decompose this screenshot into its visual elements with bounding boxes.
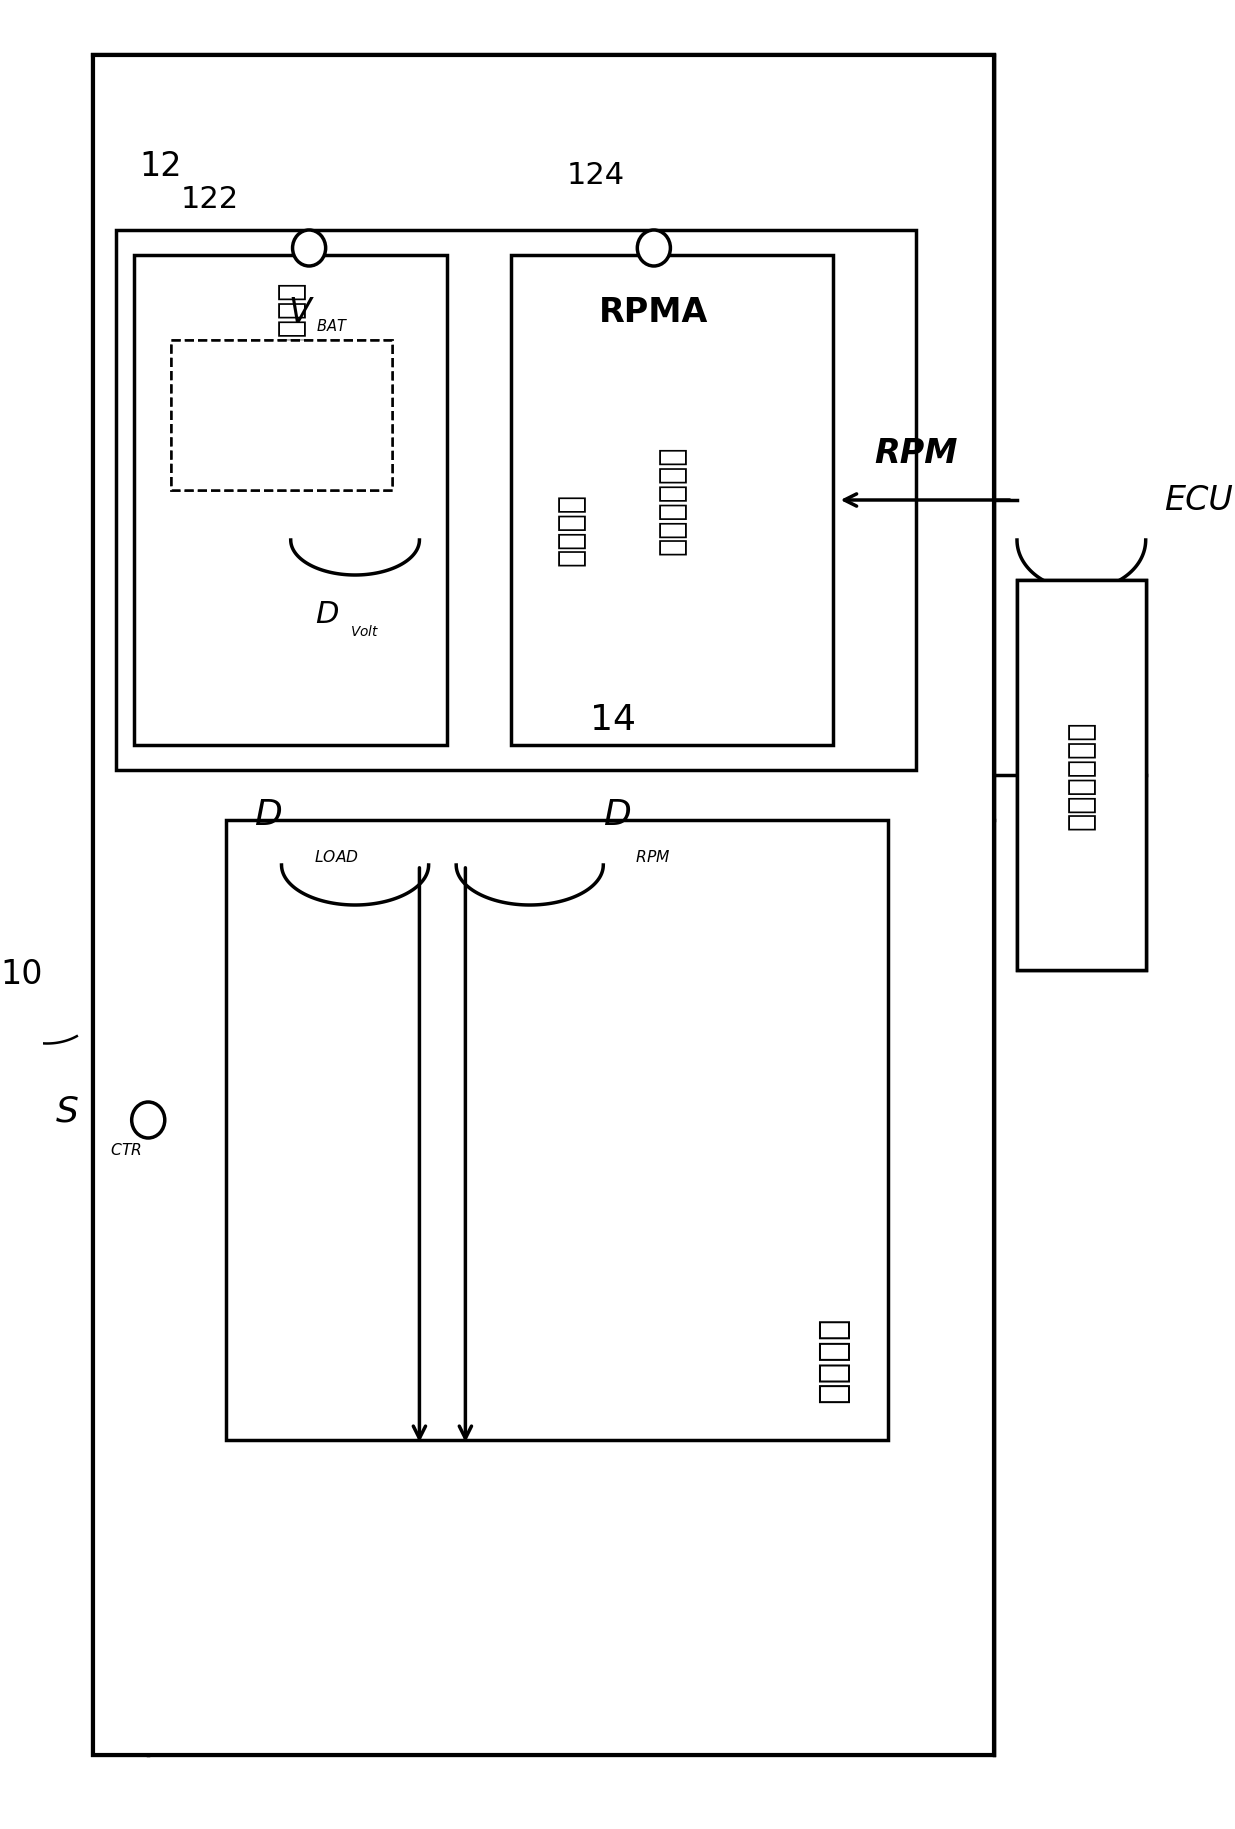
- Circle shape: [637, 230, 671, 265]
- Bar: [135, 254, 447, 744]
- Text: $_{BAT}$: $_{BAT}$: [316, 315, 348, 335]
- Bar: [511, 254, 834, 744]
- Bar: [172, 340, 391, 490]
- Bar: [172, 340, 391, 490]
- Text: $_{Volt}$: $_{Volt}$: [351, 620, 380, 638]
- Text: $_{CTR}$: $_{CTR}$: [110, 1138, 142, 1158]
- Text: $D$: $D$: [253, 797, 282, 832]
- Bar: [93, 55, 994, 1756]
- Text: $S$: $S$: [56, 1096, 79, 1128]
- Bar: [511, 254, 834, 744]
- Bar: [226, 819, 888, 1439]
- Bar: [1016, 580, 1146, 969]
- Text: $_{LOAD}$: $_{LOAD}$: [314, 845, 358, 865]
- Text: 电压侵测单元: 电压侵测单元: [277, 280, 305, 390]
- Text: 10: 10: [0, 958, 42, 991]
- Bar: [1016, 580, 1146, 969]
- Bar: [116, 230, 916, 770]
- Bar: [135, 254, 447, 744]
- Text: 124: 124: [567, 161, 625, 190]
- Text: $V$: $V$: [288, 296, 315, 329]
- Text: 侵测电路: 侵测电路: [557, 494, 585, 567]
- Text: RPMA: RPMA: [599, 296, 709, 329]
- Text: 电压数据: 电压数据: [268, 382, 295, 448]
- Text: 14: 14: [589, 702, 636, 737]
- Bar: [93, 55, 994, 1756]
- Bar: [116, 230, 916, 770]
- Text: $_{RPM}$: $_{RPM}$: [636, 845, 671, 865]
- Text: 12: 12: [140, 150, 182, 183]
- Circle shape: [132, 1103, 164, 1138]
- Text: RPM: RPM: [874, 437, 957, 470]
- Text: $D$: $D$: [603, 797, 631, 832]
- Text: ECU: ECU: [1165, 483, 1233, 516]
- Text: $D$: $D$: [315, 600, 340, 629]
- Bar: [226, 819, 888, 1439]
- Text: 控制电路: 控制电路: [816, 1317, 850, 1403]
- Text: 车载控制单元: 车载控制单元: [1067, 721, 1095, 830]
- Text: 转速侵测单元: 转速侵测单元: [658, 444, 687, 554]
- Circle shape: [293, 230, 326, 265]
- Text: 122: 122: [180, 185, 238, 214]
